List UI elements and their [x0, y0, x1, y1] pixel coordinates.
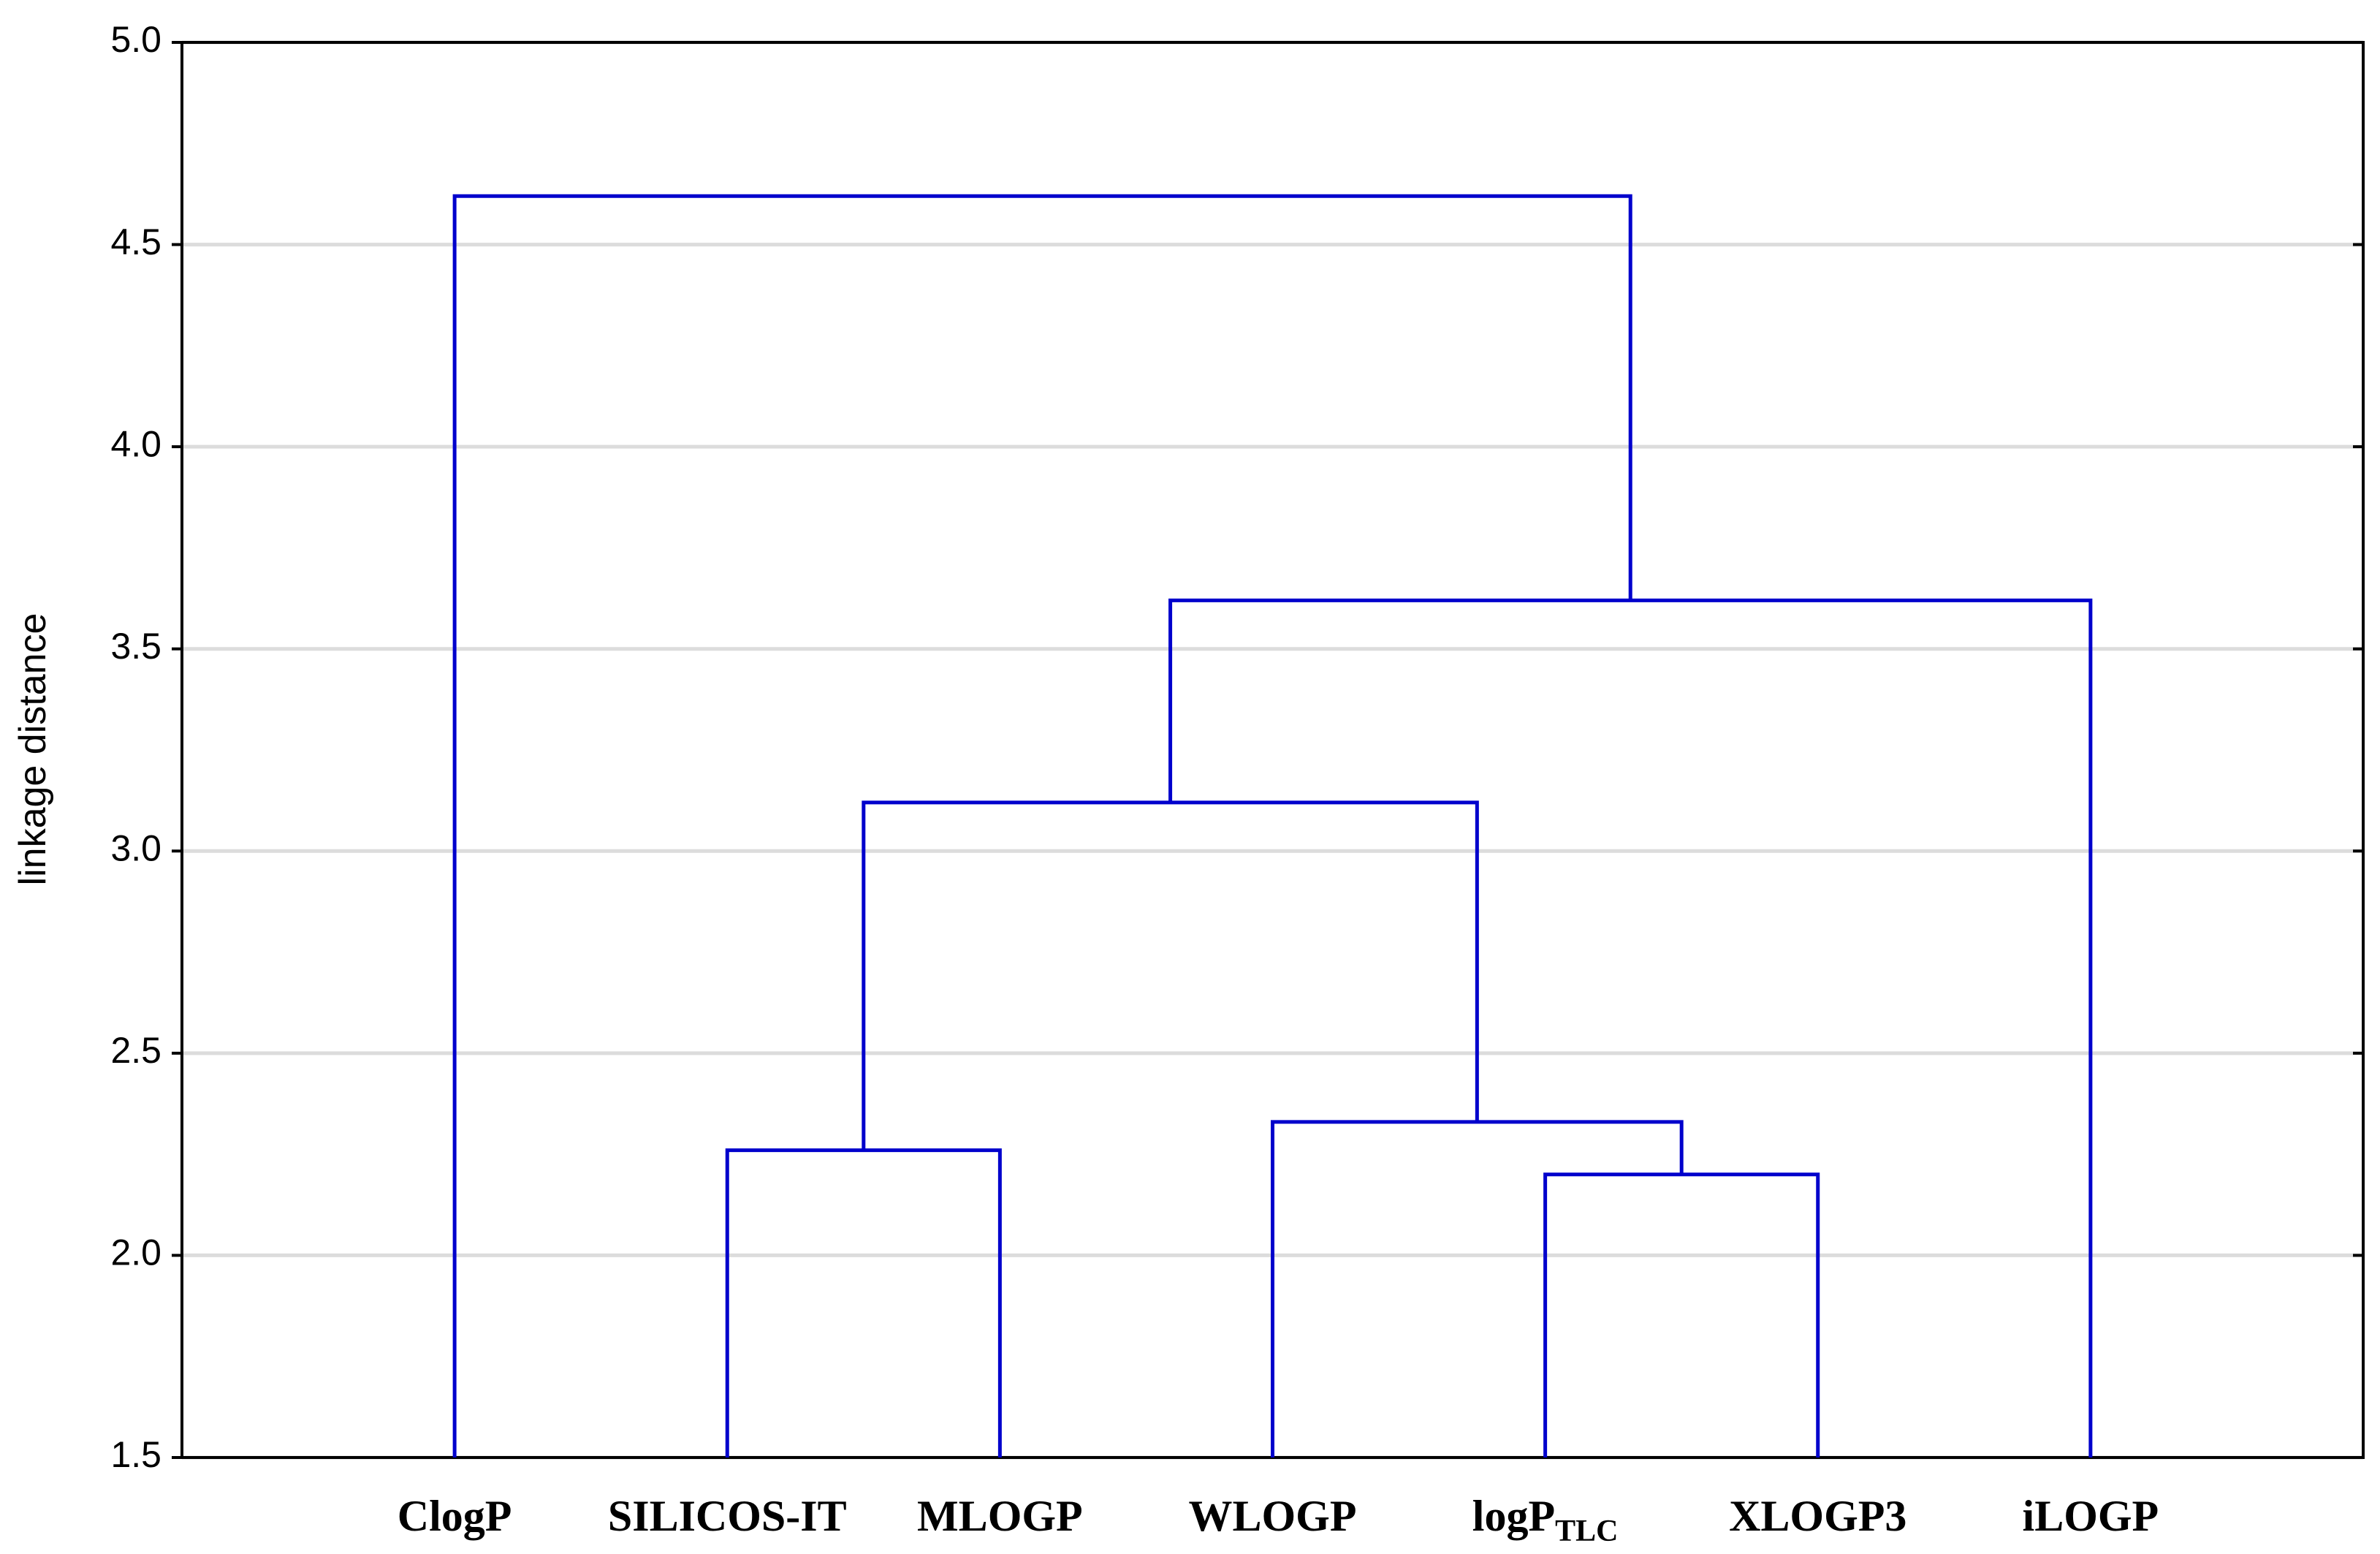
dendrogram-link: [1543, 1172, 1820, 1458]
leaf-label: iLOGP: [2023, 1492, 2159, 1540]
leaf-label: WLOGP: [1188, 1492, 1356, 1540]
leaf-label-main: logP: [1472, 1492, 1555, 1540]
y-tick-label: 3.0: [110, 827, 161, 868]
y-tick-label: 5.0: [110, 19, 161, 60]
y-tick-label: 2.0: [110, 1232, 161, 1273]
leaf-label-subscript: TLC: [1555, 1515, 1618, 1548]
dendrogram-link: [862, 800, 1479, 1151]
dendrogram-link: [1168, 598, 2093, 1458]
leaf-label: XLOGP3: [1729, 1492, 1906, 1540]
dendrogram-link: [1271, 1120, 1684, 1458]
leaf-label: logPTLC: [1472, 1492, 1619, 1548]
leaf-label: ClogP: [398, 1492, 512, 1540]
dendrogram-link: [725, 1148, 1002, 1458]
y-axis-label: linkage distance: [12, 613, 54, 886]
y-tick-label: 4.5: [110, 221, 161, 262]
y-tick-label: 4.0: [110, 423, 161, 464]
y-tick-label: 3.5: [110, 626, 161, 667]
y-tick-label: 2.5: [110, 1030, 161, 1071]
dendrogram-link: [452, 194, 1632, 1458]
leaf-label: SILICOS-IT: [608, 1492, 847, 1540]
y-tick-label: 1.5: [110, 1434, 161, 1475]
leaf-label: MLOGP: [917, 1492, 1083, 1540]
